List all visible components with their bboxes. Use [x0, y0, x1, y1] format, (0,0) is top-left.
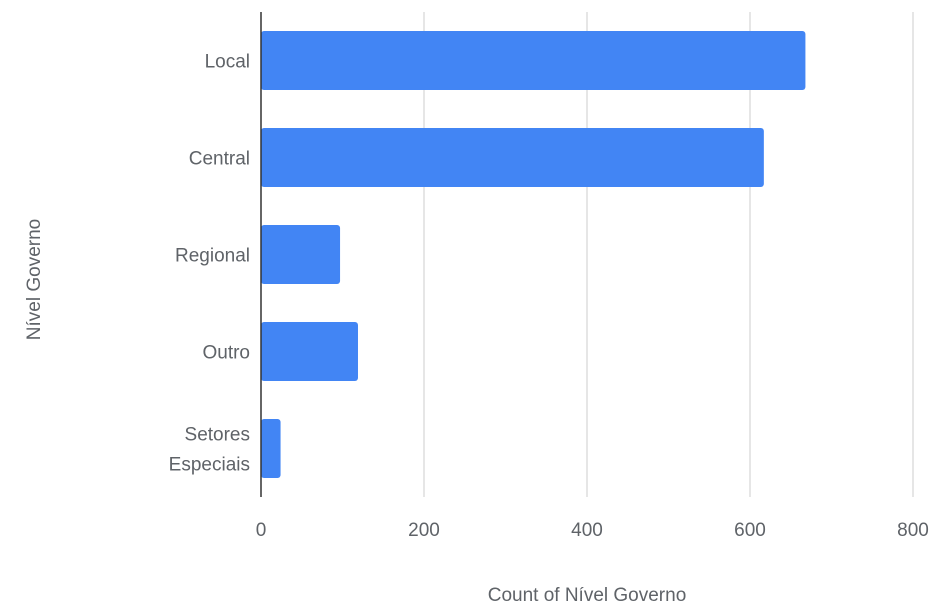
bar: [261, 31, 806, 90]
y-axis-title: Nível Governo: [24, 219, 45, 340]
grid-lines: [423, 12, 914, 497]
category-label: Central: [189, 149, 250, 170]
x-tick-labels: 0 200 400 600 800: [256, 520, 929, 541]
category-label: Regional: [175, 246, 250, 267]
category-label: Setores Especiais: [169, 425, 250, 476]
category-labels: Local Central Regional Outro Setores Especiai…: [169, 52, 250, 476]
x-tick-label: 800: [897, 520, 929, 541]
bar: [261, 322, 358, 381]
x-tick-label: 600: [734, 520, 766, 541]
category-label: Outro: [202, 343, 250, 364]
x-axis-title: Count of Nível Governo: [488, 585, 687, 606]
x-tick-label: 200: [408, 520, 440, 541]
x-tick-label: 0: [256, 520, 267, 541]
bars: [261, 31, 806, 478]
bar: [261, 225, 341, 284]
bar: [261, 419, 281, 478]
x-tick-label: 400: [571, 520, 603, 541]
bar: [261, 128, 764, 187]
category-label: Local: [205, 52, 250, 73]
